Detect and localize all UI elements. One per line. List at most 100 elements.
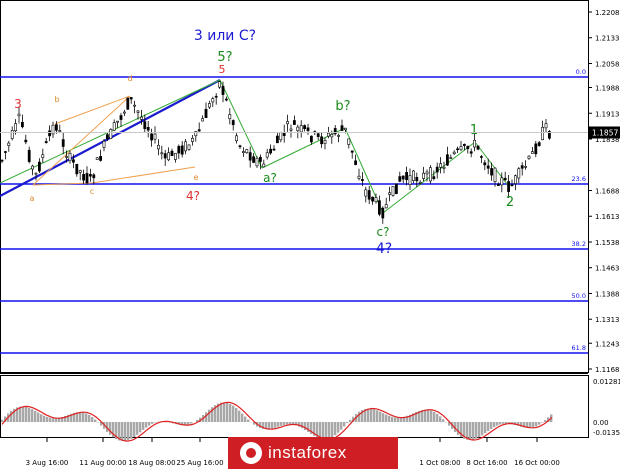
- candle-body: [401, 175, 405, 180]
- oscillator-bar: [505, 422, 508, 424]
- candle-body: [242, 151, 245, 153]
- candle-body: [466, 145, 470, 150]
- oscillator-bar: [385, 414, 388, 422]
- oscillator-bar: [322, 422, 325, 440]
- oscillator-bar: [61, 416, 64, 422]
- oscillator-bar: [457, 422, 460, 435]
- candle-body: [119, 115, 123, 120]
- oscillator-bar: [490, 422, 493, 430]
- oscillator-bar: [55, 418, 58, 422]
- oscillator-bar: [244, 416, 247, 422]
- candle-body: [500, 177, 504, 186]
- candle-body: [10, 130, 14, 139]
- wave-label: d: [127, 74, 132, 83]
- candle-body: [4, 151, 7, 153]
- wave-label: a: [30, 194, 35, 203]
- oscillator-bar: [91, 417, 94, 422]
- candle-body: [364, 189, 368, 197]
- oscillator-bar: [277, 422, 280, 427]
- candle-body: [476, 145, 480, 150]
- signal-line: [1, 401, 553, 442]
- oscillator-bar: [436, 413, 439, 422]
- oscillator-bar: [16, 407, 19, 422]
- oscillator-bar: [259, 422, 262, 429]
- oscillator-bar: [115, 422, 118, 440]
- trend-lines: [0, 79, 511, 214]
- candle-body: [469, 151, 473, 154]
- candle-body: [72, 159, 75, 163]
- oscillator-bar: [421, 410, 424, 422]
- oscillator-bar: [412, 413, 415, 422]
- candle-body: [547, 131, 551, 139]
- candle-body: [432, 176, 436, 180]
- candle-body: [37, 161, 41, 172]
- oscillator-bar: [130, 422, 133, 439]
- candle-body: [191, 137, 194, 142]
- fib-level-label: 50.0: [572, 292, 586, 300]
- date-tick-label: 18 Aug 08:00: [128, 459, 175, 467]
- oscillator-bar: [127, 422, 130, 441]
- candle-body: [245, 149, 249, 154]
- oscillator-bar: [361, 410, 364, 422]
- oscillator-bar: [541, 422, 544, 423]
- candle-body: [299, 125, 303, 133]
- candle-body: [201, 118, 205, 122]
- candle-body: [14, 123, 18, 132]
- oscillator-bar: [448, 422, 451, 426]
- wave-label: 3 или C?: [194, 28, 256, 44]
- oscillator-bar: [118, 422, 121, 441]
- oscillator-bar: [40, 414, 43, 422]
- oscillator-bar: [313, 422, 316, 436]
- oscillator-bar: [70, 413, 73, 422]
- oscillator-bar: [238, 410, 241, 422]
- oscillator-bar: [85, 413, 88, 422]
- candle-body: [48, 130, 52, 137]
- candle-body: [411, 170, 415, 181]
- wave-label: 5?: [217, 50, 232, 65]
- candle-body: [150, 133, 154, 141]
- oscillator-bar: [211, 407, 214, 422]
- wave-label: b: [54, 95, 59, 104]
- date-tick-label: 16 Oct 00:00: [514, 459, 560, 467]
- oscillator-bar: [538, 422, 541, 425]
- oscillator-bar: [463, 422, 466, 439]
- candle-body: [530, 151, 534, 154]
- oscillator-bar: [382, 413, 385, 422]
- oscillator-bar: [274, 422, 277, 428]
- oscillator-bar: [547, 417, 550, 422]
- oscillator-bar: [253, 422, 256, 425]
- candle-body: [527, 155, 531, 159]
- wave-label: a?: [263, 171, 277, 185]
- oscillator-bar: [367, 408, 370, 422]
- candle-body: [347, 138, 351, 145]
- oscillator-bar: [139, 422, 142, 433]
- oscillator-bar: [304, 422, 307, 431]
- candle-body: [7, 142, 11, 146]
- candle-body: [360, 179, 364, 181]
- candle-body: [92, 174, 96, 179]
- oscillator-bar: [100, 422, 103, 426]
- date-tick-label: 1 Oct 08:00: [419, 459, 460, 467]
- oscillator-bar: [76, 412, 79, 422]
- oscillator-bar: [481, 422, 484, 436]
- candle-body: [337, 134, 341, 137]
- oscillator-bar: [364, 408, 367, 422]
- oscillator-bar: [379, 411, 382, 422]
- oscillator-bar: [235, 407, 238, 422]
- oscillator-bar: [517, 422, 520, 426]
- candle-body: [510, 184, 514, 187]
- candle-body: [75, 163, 79, 175]
- candle-body: [323, 140, 327, 144]
- oscillator-bar: [331, 422, 334, 438]
- candle-body: [456, 148, 460, 151]
- oscillator-bar: [478, 422, 481, 438]
- candle-body: [408, 175, 412, 185]
- candle-body: [235, 135, 239, 142]
- candle-body: [524, 166, 528, 168]
- instaforex-watermark: instaforex: [228, 437, 398, 469]
- oscillator-bar: [508, 422, 511, 424]
- oscillator-bar: [415, 411, 418, 422]
- candle-body: [520, 165, 524, 169]
- candle-body: [248, 152, 252, 161]
- oscillator-bar: [232, 405, 235, 422]
